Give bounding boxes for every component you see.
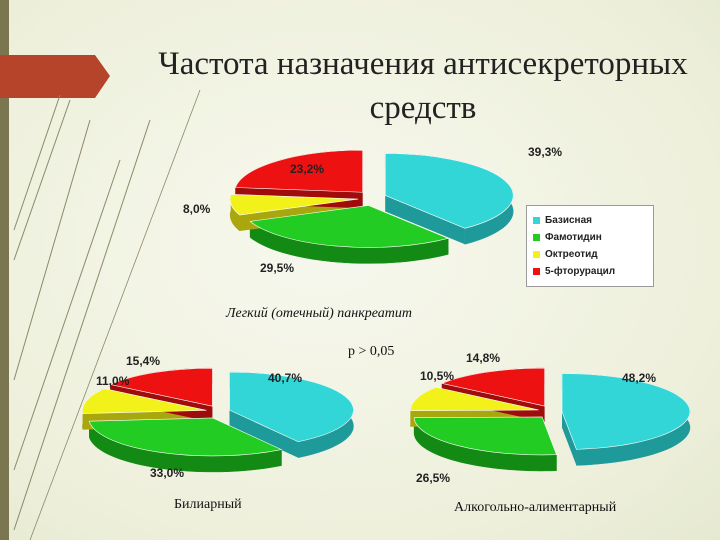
slice-Базисная bbox=[384, 153, 514, 229]
data-label: 26,5% bbox=[416, 471, 450, 485]
data-label: 23,2% bbox=[290, 162, 324, 176]
data-label: 10,5% bbox=[420, 369, 454, 383]
legend-label: Октреотид bbox=[545, 249, 598, 260]
left-accent-bar bbox=[0, 0, 9, 540]
pie-chart-2: 40,7% 33,0% 11,0% 15,4% bbox=[82, 354, 354, 480]
data-label: 39,3% bbox=[528, 145, 562, 159]
p-value-label: p > 0,05 bbox=[348, 344, 395, 359]
slice-Октреотид bbox=[82, 388, 207, 414]
page-title: Частота назначения антисекреторных средс… bbox=[158, 46, 688, 126]
data-label: 29,5% bbox=[260, 261, 294, 275]
chart-legend: Базисная Фамотидин Октреотид 5-фторураци… bbox=[526, 205, 654, 287]
slice-Базисная bbox=[561, 373, 691, 450]
legend-swatch bbox=[533, 217, 540, 224]
slice-wall bbox=[229, 410, 299, 458]
legend-label: Базисная bbox=[545, 215, 592, 226]
pie-chart-3: 48,2% 26,5% 10,5% 14,8% bbox=[410, 351, 691, 485]
legend-swatch bbox=[533, 251, 540, 258]
caption-alcoholic: Алкогольно-алиментарный bbox=[454, 500, 617, 515]
legend-label: Фамотидин bbox=[545, 232, 602, 243]
slice-Фамотидин bbox=[88, 417, 283, 457]
slice-wall bbox=[562, 411, 577, 466]
slice-Октреотид bbox=[229, 194, 359, 216]
slice-Октреотид bbox=[410, 386, 539, 411]
pie-chart-1: 39,3% 29,5% 8,0% 23,2% bbox=[183, 145, 562, 275]
legend-swatch bbox=[533, 268, 540, 275]
slice-5-фторурацил bbox=[235, 149, 363, 193]
data-label: 15,4% bbox=[126, 354, 160, 368]
data-label: 33,0% bbox=[150, 466, 184, 480]
data-label: 48,2% bbox=[622, 371, 656, 385]
caption-biliary: Билиарный bbox=[174, 497, 242, 512]
slice-Фамотидин bbox=[413, 416, 557, 456]
slice-wall bbox=[385, 195, 465, 245]
legend-swatch bbox=[533, 234, 540, 241]
legend-item-oktreotid: Октреотид bbox=[533, 246, 647, 263]
data-label: 11,0% bbox=[96, 374, 130, 388]
slice-5-фторурацил bbox=[441, 367, 545, 407]
slice-Базисная bbox=[229, 371, 354, 443]
slice-5-фторурацил bbox=[109, 367, 213, 407]
legend-item-fluorouracil: 5-фторурацил bbox=[533, 263, 647, 280]
legend-item-famotidin: Фамотидин bbox=[533, 229, 647, 246]
legend-item-bazisnaya: Базисная bbox=[533, 212, 647, 229]
data-label: 40,7% bbox=[268, 371, 302, 385]
caption-mild-pancreatitis: Легкий (отечный) панкреатит bbox=[226, 306, 413, 321]
data-label: 8,0% bbox=[183, 202, 211, 216]
data-label: 14,8% bbox=[466, 351, 500, 365]
slice-Фамотидин bbox=[249, 205, 450, 248]
legend-label: 5-фторурацил bbox=[545, 266, 616, 277]
